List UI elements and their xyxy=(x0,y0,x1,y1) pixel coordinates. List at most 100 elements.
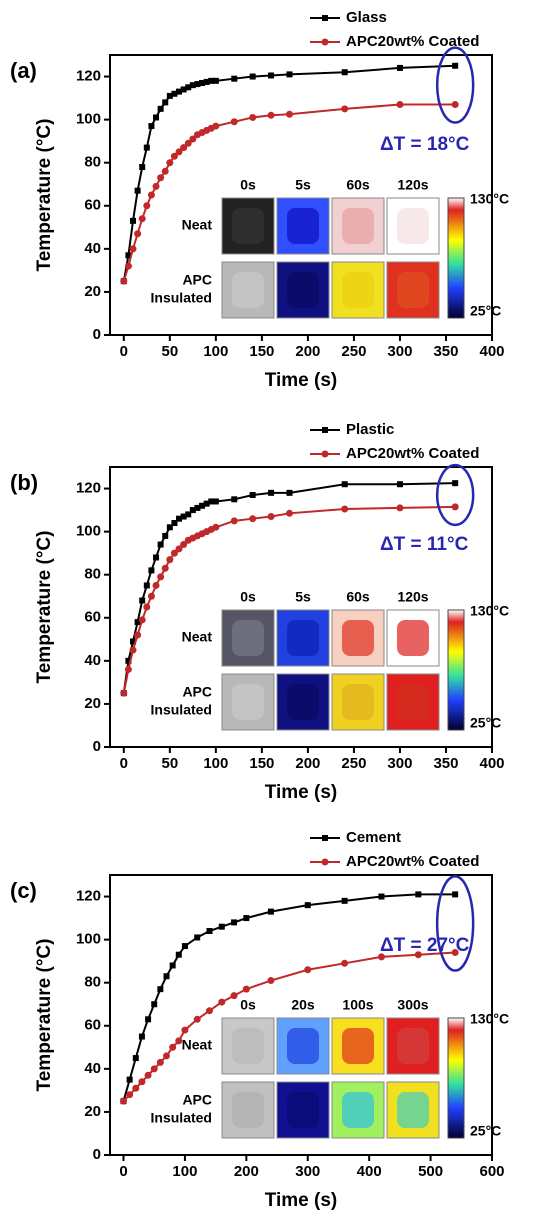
point xyxy=(144,1071,152,1079)
point xyxy=(156,1058,164,1066)
thermal-image-core xyxy=(397,620,429,656)
inset-time-label: 300s xyxy=(397,997,428,1013)
x-axis-label: Time (s) xyxy=(265,782,338,803)
panel-label: (c) xyxy=(10,878,37,903)
legend-marker xyxy=(321,450,329,458)
thermal-image-core xyxy=(397,272,429,308)
x-axis-label: Time (s) xyxy=(265,1190,338,1211)
y-tick-label: 40 xyxy=(84,240,101,257)
point xyxy=(212,498,219,505)
point xyxy=(138,616,146,624)
point xyxy=(414,951,422,959)
inset-row-label: APC xyxy=(182,1092,212,1108)
delta-annotation: ΔT = 27°C xyxy=(380,935,470,956)
thermal-image-core xyxy=(342,684,374,720)
colorbar-label: 25°C xyxy=(470,1123,501,1139)
point xyxy=(162,99,169,106)
y-tick-label: 100 xyxy=(76,111,101,128)
point xyxy=(130,638,137,645)
y-tick-label: 20 xyxy=(84,695,101,712)
x-tick-label: 0 xyxy=(119,1163,127,1180)
x-tick-label: 0 xyxy=(120,343,128,360)
point xyxy=(396,504,404,512)
point xyxy=(169,1043,177,1051)
point xyxy=(148,123,155,130)
point xyxy=(415,891,422,898)
point xyxy=(138,1078,146,1086)
point xyxy=(143,603,151,611)
thermal-image-core xyxy=(232,684,264,720)
y-tick-label: 120 xyxy=(76,68,101,85)
inset-time-label: 5s xyxy=(295,177,311,193)
thermal-image-core xyxy=(232,620,264,656)
point xyxy=(212,523,220,531)
thermal-image-core xyxy=(287,620,319,656)
thermal-image-core xyxy=(287,208,319,244)
thermal-image-core xyxy=(397,1092,429,1128)
colorbar xyxy=(447,609,465,731)
inset-row-label: Neat xyxy=(182,629,213,645)
point xyxy=(452,480,459,487)
y-tick-label: 0 xyxy=(93,738,101,755)
point xyxy=(451,503,459,511)
point xyxy=(396,64,403,71)
panel: (a) 0 20 40 60 80 100 120 0 50 100 150 200 250 300 350 4… xyxy=(10,9,509,391)
y-tick-label: 100 xyxy=(76,523,101,540)
point xyxy=(203,78,210,85)
legend-marker xyxy=(322,835,328,841)
x-tick-label: 250 xyxy=(341,755,366,772)
delta-annotation: ΔT = 11°C xyxy=(380,534,469,555)
y-axis-label: Temperature (°C) xyxy=(34,119,55,272)
inset-time-label: 20s xyxy=(291,997,315,1013)
y-axis-label: Temperature (°C) xyxy=(34,939,55,1092)
point xyxy=(208,77,215,84)
thermal-image-core xyxy=(397,1028,429,1064)
legend-label: APC20wt% Coated xyxy=(346,33,479,50)
point xyxy=(132,1084,140,1092)
inset-time-label: 5s xyxy=(295,589,311,605)
point xyxy=(268,72,275,79)
thermal-image-core xyxy=(287,684,319,720)
colorbar-label: 25°C xyxy=(470,715,501,731)
point xyxy=(176,515,183,522)
x-tick-label: 150 xyxy=(249,343,274,360)
thermal-image-core xyxy=(232,272,264,308)
x-tick-label: 600 xyxy=(479,1163,504,1180)
point xyxy=(153,114,160,121)
inset-row-label: Neat xyxy=(182,1037,213,1053)
point xyxy=(267,908,274,915)
point xyxy=(185,511,192,518)
point xyxy=(189,135,197,143)
point xyxy=(231,75,238,82)
point xyxy=(267,513,275,521)
thermal-image-core xyxy=(397,208,429,244)
x-tick-label: 50 xyxy=(161,755,178,772)
inset-row-label: APC xyxy=(182,272,212,288)
point xyxy=(451,949,459,957)
point xyxy=(249,73,256,80)
point xyxy=(304,902,311,909)
point xyxy=(162,532,169,539)
inset-time-label: 0s xyxy=(240,589,256,605)
thermal-image-core xyxy=(287,272,319,308)
legend-marker xyxy=(322,15,328,21)
x-tick-label: 300 xyxy=(387,343,412,360)
point xyxy=(148,567,155,574)
point xyxy=(125,252,132,259)
inset-time-label: 0s xyxy=(240,997,256,1013)
highlight-ellipse xyxy=(435,46,475,124)
legend-label: Plastic xyxy=(346,421,394,438)
point xyxy=(304,966,312,974)
point xyxy=(134,187,141,194)
point xyxy=(218,998,226,1006)
point xyxy=(267,977,275,985)
inset-time-label: 60s xyxy=(346,177,370,193)
point xyxy=(138,215,146,223)
y-tick-label: 80 xyxy=(84,566,101,583)
y-tick-label: 40 xyxy=(84,1060,101,1077)
point xyxy=(396,481,403,488)
x-tick-label: 400 xyxy=(357,1163,382,1180)
panel-label: (a) xyxy=(10,58,37,83)
point xyxy=(185,84,192,91)
